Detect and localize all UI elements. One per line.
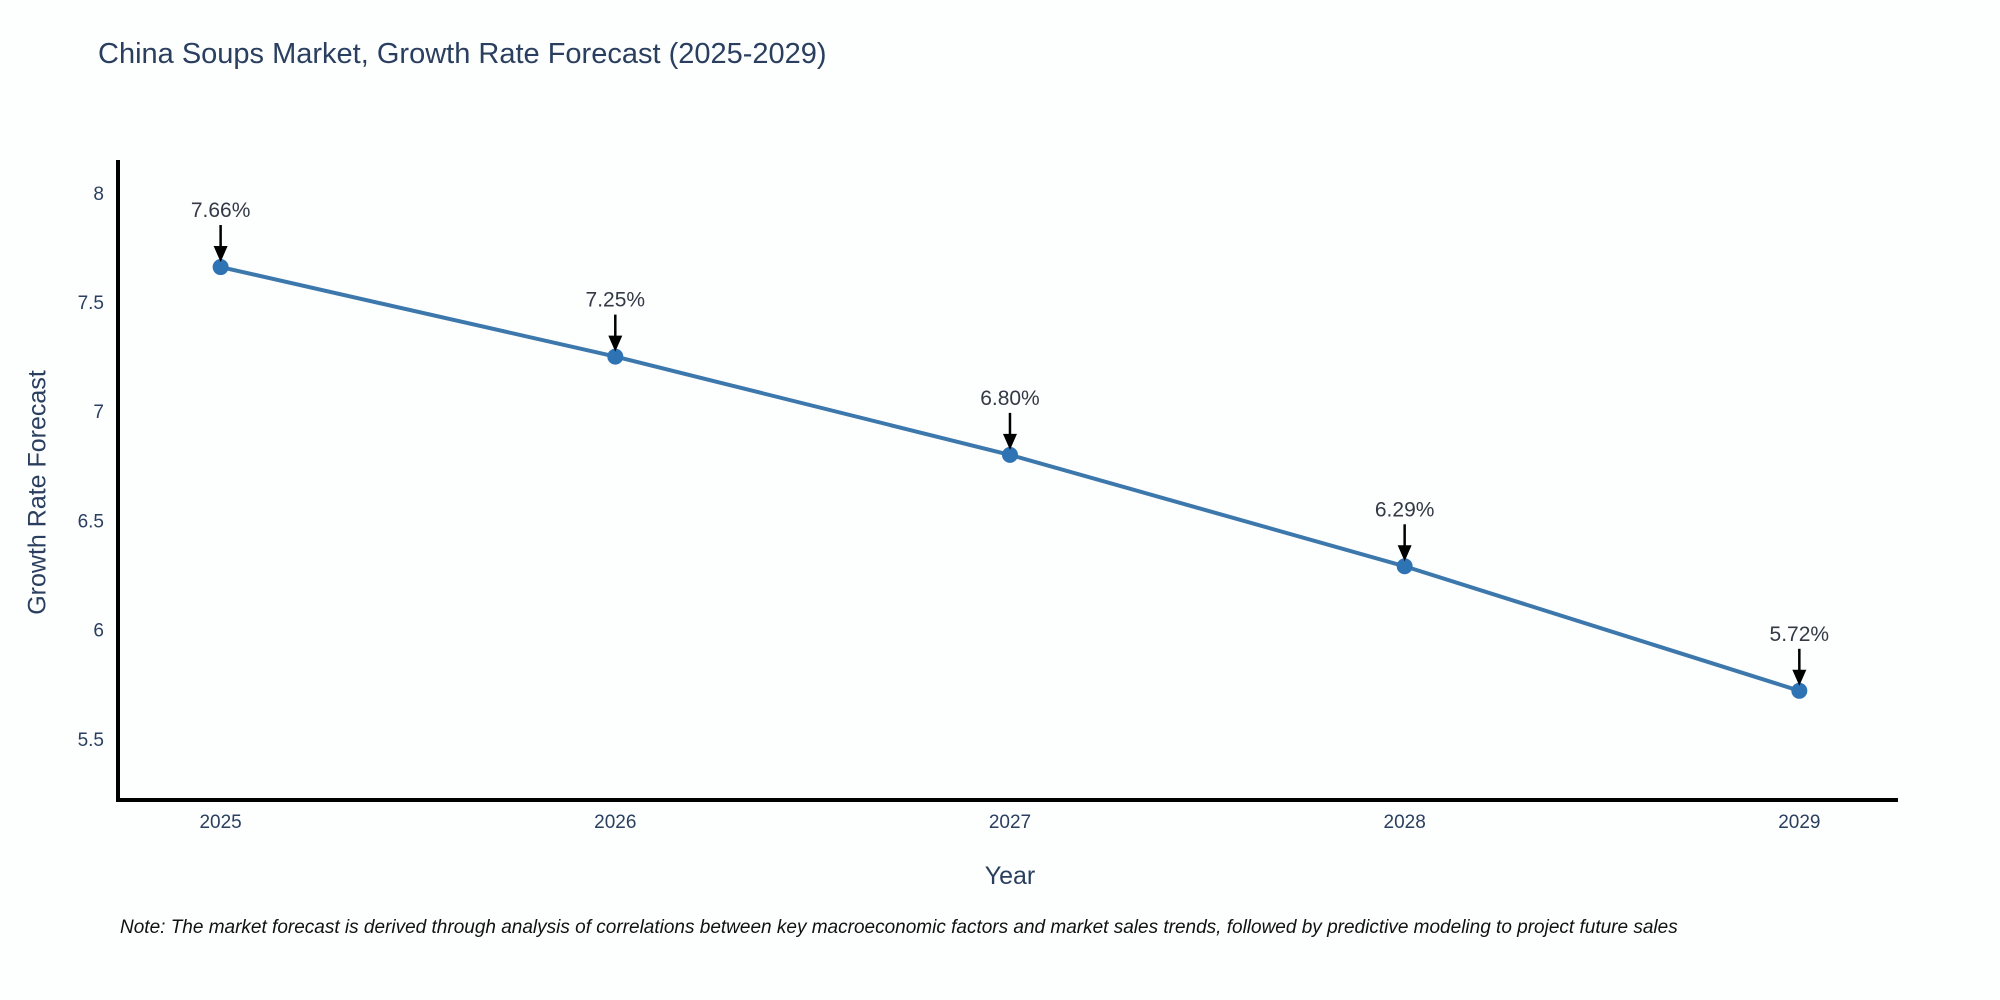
data-point-marker xyxy=(212,259,229,276)
data-point-label: 6.29% xyxy=(1375,498,1435,521)
x-axis-label: Year xyxy=(984,862,1036,890)
data-point-marker xyxy=(1791,682,1808,699)
y-tick-label: 8 xyxy=(93,184,104,205)
x-tick-label: 2027 xyxy=(989,812,1031,833)
x-tick-label: 2026 xyxy=(594,812,636,833)
x-tick-label: 2025 xyxy=(199,812,241,833)
y-tick-label: 6 xyxy=(93,621,104,642)
data-point-marker xyxy=(1001,446,1018,463)
y-tick-label: 5.5 xyxy=(78,730,104,751)
annotation-arrow-head xyxy=(1792,669,1807,686)
data-point-marker xyxy=(1396,558,1413,575)
data-point-label: 7.66% xyxy=(191,199,251,222)
x-tick-label: 2028 xyxy=(1384,812,1426,833)
data-point-label: 6.80% xyxy=(980,387,1040,410)
annotation-arrow-head xyxy=(1002,433,1017,450)
forecast-line xyxy=(218,265,1802,693)
y-tick-label: 7.5 xyxy=(78,293,104,314)
data-point-marker xyxy=(607,348,624,365)
chart-title: China Soups Market, Growth Rate Forecast… xyxy=(98,38,827,70)
data-point-label: 7.25% xyxy=(586,289,646,312)
y-tick-label: 7 xyxy=(93,402,104,423)
annotation-arrow-head xyxy=(1397,545,1412,562)
data-point-label: 5.72% xyxy=(1770,623,1830,646)
annotation-arrow-head xyxy=(213,246,228,263)
x-tick-label: 2029 xyxy=(1778,812,1820,833)
footnote: Note: The market forecast is derived thr… xyxy=(120,917,1678,938)
y-tick-label: 6.5 xyxy=(78,511,104,532)
annotation-arrow-head xyxy=(608,335,623,352)
